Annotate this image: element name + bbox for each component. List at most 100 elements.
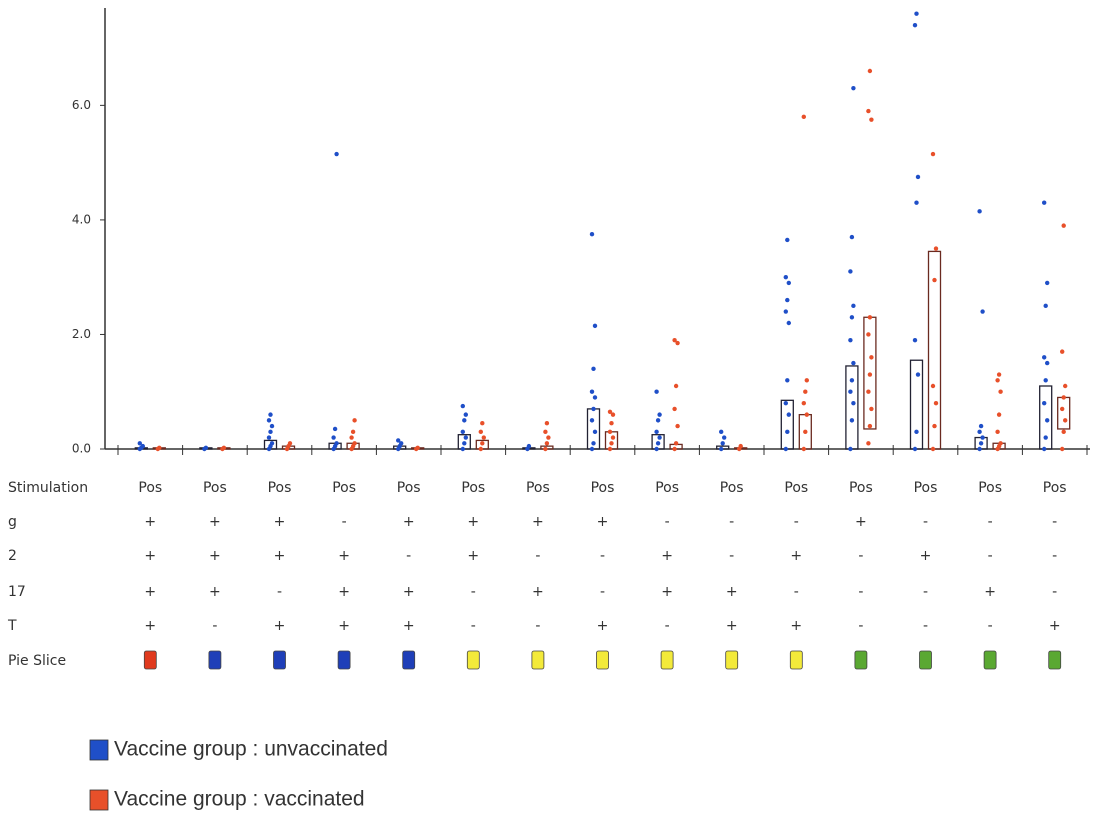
y-tick-label: 6.0	[72, 98, 91, 112]
row-value: +	[1049, 618, 1061, 634]
data-point	[848, 269, 853, 274]
row-label: T	[7, 618, 17, 634]
data-point	[655, 441, 661, 446]
pie-slice-swatch	[789, 650, 803, 670]
data-point	[866, 108, 871, 114]
data-point	[543, 429, 548, 435]
data-point	[607, 409, 613, 414]
row-value: +	[274, 514, 286, 530]
data-point	[849, 418, 855, 423]
data-point	[589, 232, 595, 237]
data-point	[526, 443, 532, 449]
row-value: -	[729, 514, 734, 530]
data-point	[1063, 383, 1068, 389]
row-value: +	[144, 548, 156, 564]
row-value: -	[535, 618, 540, 634]
data-point	[848, 337, 853, 343]
data-point	[592, 323, 598, 329]
row-label: 17	[8, 584, 26, 600]
row-value: Pos	[203, 480, 227, 496]
row-value: Pos	[138, 480, 162, 496]
row-value: +	[403, 514, 415, 530]
data-point	[589, 446, 595, 452]
pie-slice-swatch	[466, 650, 480, 670]
legend-label: Vaccine group : unvaccinated	[114, 738, 388, 761]
data-point	[914, 429, 919, 435]
data-point	[932, 423, 937, 429]
row-value: -	[988, 514, 993, 530]
row-value: Pos	[591, 480, 615, 496]
pie-slice-label: Pie Slice	[8, 653, 66, 669]
data-point	[915, 174, 921, 180]
data-point	[480, 441, 485, 446]
data-point	[801, 446, 806, 452]
data-point	[977, 209, 982, 214]
row-value: -	[212, 618, 217, 634]
row-label: g	[8, 514, 17, 530]
data-point	[221, 445, 227, 451]
data-point	[912, 22, 918, 28]
row-value: -	[923, 514, 928, 530]
data-point	[978, 423, 984, 429]
data-point	[980, 435, 985, 440]
row-value: -	[471, 584, 476, 600]
data-point	[785, 237, 790, 243]
y-tick-label: 4.0	[72, 212, 91, 226]
data-point	[866, 332, 871, 337]
data-point	[849, 378, 855, 383]
data-point	[998, 389, 1003, 394]
data-point	[1043, 435, 1048, 440]
row-value: -	[988, 548, 993, 564]
row-value: +	[338, 584, 350, 600]
data-point	[203, 445, 209, 451]
data-point	[869, 355, 874, 360]
data-point	[610, 412, 616, 417]
data-point	[867, 423, 873, 429]
data-point	[589, 418, 595, 423]
row-value: Pos	[655, 480, 679, 496]
row-value: +	[532, 514, 544, 530]
row-value: -	[923, 618, 928, 634]
pie-slice-swatch	[983, 650, 997, 670]
data-point	[785, 297, 790, 303]
row-label: 2	[8, 548, 17, 564]
data-point	[592, 395, 598, 400]
data-point	[803, 429, 808, 435]
data-point	[977, 429, 982, 435]
row-value: Pos	[268, 480, 292, 496]
row-value: -	[988, 618, 993, 634]
row-value: +	[144, 618, 156, 634]
data-point	[1042, 446, 1047, 452]
row-value: -	[858, 548, 863, 564]
data-point	[783, 274, 788, 280]
pie-slice-swatch	[273, 650, 286, 670]
row-value: +	[403, 618, 415, 634]
pie-slice-swatch	[402, 650, 416, 670]
data-point	[462, 441, 467, 446]
row-value: +	[209, 514, 221, 530]
data-point	[869, 117, 874, 122]
row-value: +	[467, 548, 479, 564]
pie-slice-swatch	[660, 650, 674, 670]
data-point	[352, 441, 357, 446]
data-point	[867, 372, 873, 377]
data-point	[266, 418, 272, 423]
data-point	[350, 429, 356, 435]
data-point	[673, 383, 679, 389]
row-value: -	[858, 618, 863, 634]
data-point	[783, 309, 788, 314]
data-point	[1061, 223, 1066, 228]
row-value: Pos	[849, 480, 873, 496]
data-point	[478, 446, 483, 452]
row-value: Pos	[397, 480, 421, 496]
data-point	[1042, 400, 1047, 406]
row-label: Stimulation	[8, 480, 88, 496]
data-point	[912, 446, 918, 452]
data-point	[786, 280, 791, 286]
data-point	[140, 443, 145, 449]
row-value: +	[274, 548, 286, 564]
data-point	[719, 429, 724, 435]
row-value: -	[600, 548, 605, 564]
data-point	[675, 340, 680, 346]
